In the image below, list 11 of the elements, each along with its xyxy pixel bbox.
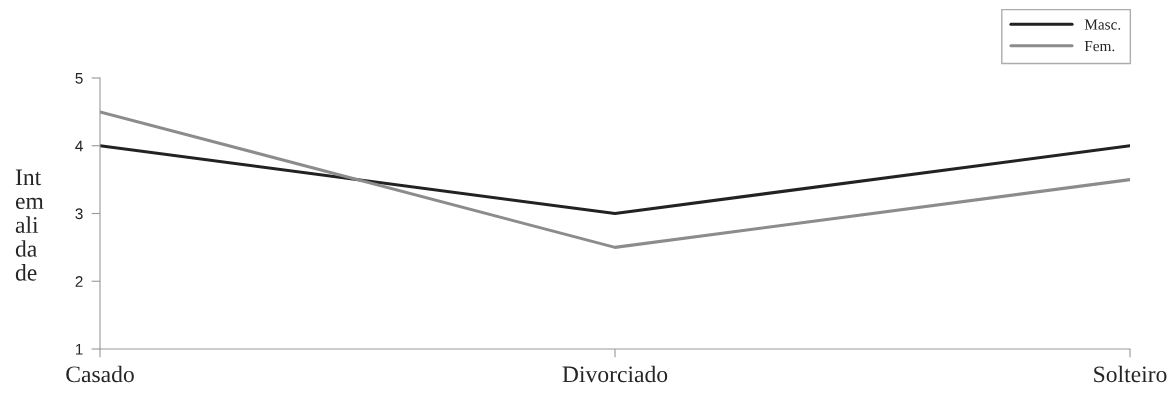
- y-tick-label: 1: [76, 344, 83, 355]
- legend-label: Fem.: [1084, 41, 1115, 52]
- y-tick-label: 2: [75, 276, 83, 287]
- x-tick-label: Divorciado: [562, 365, 668, 383]
- y-axis-title: Int em ali da de: [15, 169, 44, 281]
- x-tick-label: Solteiro: [1094, 365, 1167, 383]
- x-tick-label: Casado: [66, 365, 134, 383]
- y-tick-label: 4: [75, 140, 83, 152]
- y-tick-label: 5: [75, 73, 83, 84]
- y-tick-label: 3: [75, 208, 83, 220]
- legend-label: Masc.: [1084, 19, 1121, 30]
